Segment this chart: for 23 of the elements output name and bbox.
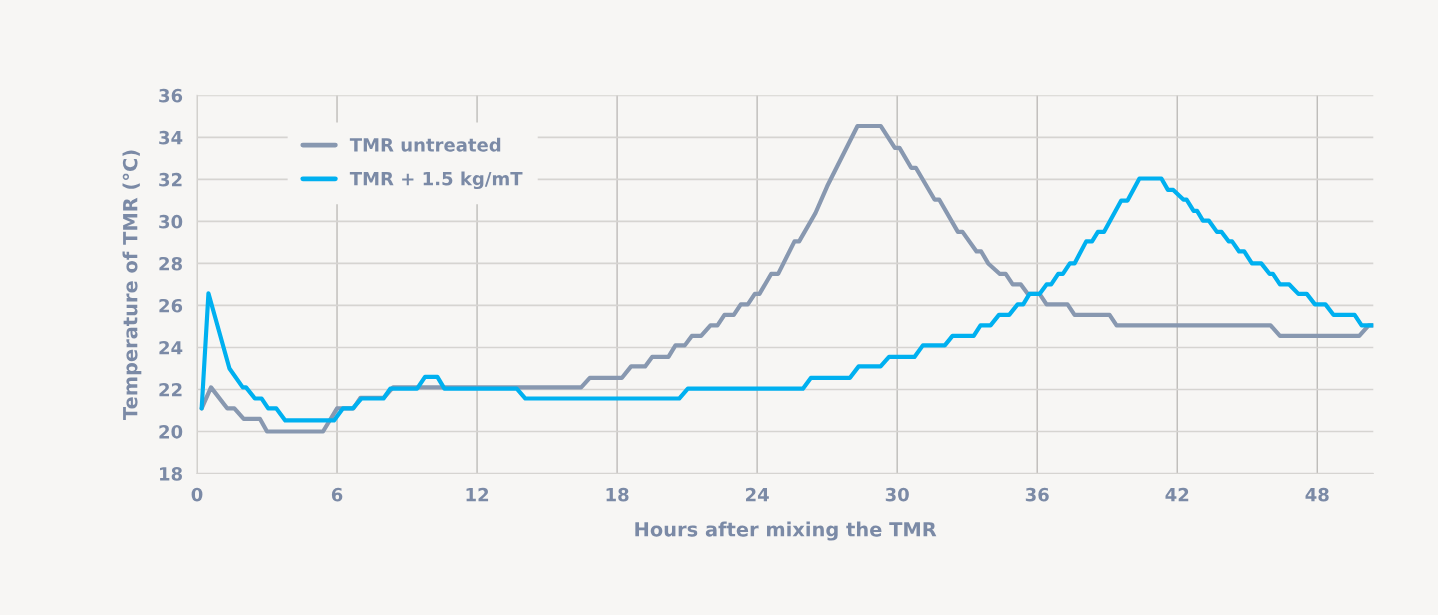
y-tick-label: 18 bbox=[160, 467, 182, 481]
y-tick-label: 24 bbox=[159, 340, 183, 355]
x-axis-title: Hours after mixing the TMR bbox=[635, 521, 937, 541]
y-tick-label: 20 bbox=[159, 424, 183, 439]
x-tick-label: 48 bbox=[1305, 487, 1329, 502]
y-tick-label: 22 bbox=[159, 382, 182, 397]
y-tick-label: 36 bbox=[159, 88, 183, 103]
x-tick-label: 12 bbox=[466, 487, 489, 502]
y-axis-title: Temperature of TMR (°C) bbox=[122, 150, 142, 421]
x-tick-label: 30 bbox=[885, 487, 909, 502]
x-tick-label: 42 bbox=[1165, 487, 1189, 502]
x-tick-label: 24 bbox=[746, 487, 769, 502]
x-tick-label: 18 bbox=[606, 487, 629, 502]
x-tick-label: 36 bbox=[1025, 487, 1049, 502]
y-tick-label: 34 bbox=[159, 130, 183, 145]
legend-label: TMR + 1.5 kg/mT bbox=[349, 171, 523, 190]
y-tick-label: 30 bbox=[159, 214, 183, 229]
y-tick-label: 26 bbox=[159, 298, 183, 313]
legend-label: TMR untreated bbox=[349, 137, 501, 152]
x-tick-label: 0 bbox=[191, 487, 203, 502]
y-tick-label: 32 bbox=[159, 172, 182, 187]
y-tick-label: 28 bbox=[159, 256, 182, 271]
x-tick-label: 6 bbox=[331, 487, 343, 502]
